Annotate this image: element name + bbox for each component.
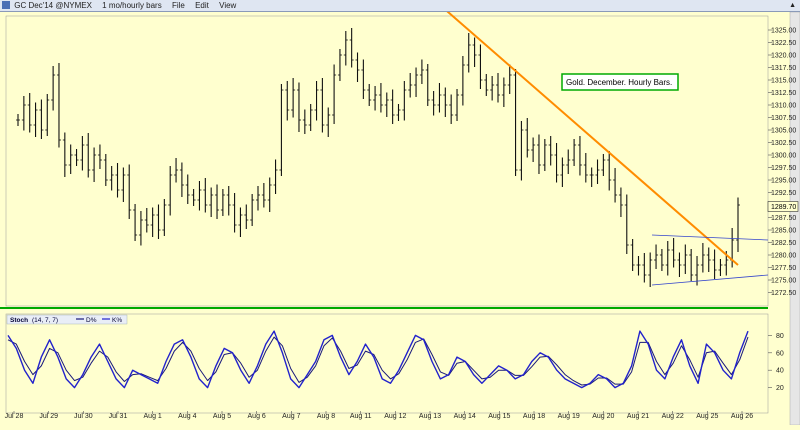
price-tick-label: 1312.50 (771, 90, 796, 97)
stoch-legend-d: D% (86, 317, 97, 324)
axis-ticks (13, 29, 772, 414)
price-tick-label: 1272.50 (771, 290, 796, 297)
x-tick-label: Aug 26 (731, 413, 753, 420)
last-price-box (767, 201, 799, 212)
price-tick-label: 1317.50 (771, 65, 796, 72)
menu-edit[interactable]: Edit (195, 1, 209, 10)
x-tick-label: Aug 5 (213, 413, 231, 420)
app-icon (2, 1, 10, 9)
stoch-k-line (7, 330, 749, 389)
downtrend-line (439, 4, 739, 266)
price-pane-frame (5, 15, 769, 307)
price-chart-svg: 1325.00 1322.50 1320.00 1317.50 1315.00 1312.… (0, 4, 800, 426)
trend-lines (439, 4, 769, 286)
annotation-box (561, 73, 679, 91)
x-tick-label: Aug 25 (696, 413, 718, 420)
stoch-tick-label: 40 (776, 368, 784, 375)
stoch-pane-frame (5, 313, 769, 414)
price-tick-label: 1275.00 (771, 278, 796, 285)
stoch-tick-label: 20 (776, 385, 784, 392)
x-tick-label: Aug 11 (350, 413, 372, 420)
scroll-up-icon[interactable]: ▲ (789, 2, 796, 9)
channel-lower-line (651, 274, 769, 286)
price-tick-label: 1280.00 (771, 253, 796, 260)
x-tick-label: Aug 18 (523, 413, 545, 420)
stoch-legend-k: K% (112, 317, 122, 324)
x-tick-label: Aug 13 (419, 413, 441, 420)
price-tick-label: 1305.00 (771, 128, 796, 135)
price-tick-label: 1320.00 (771, 53, 796, 60)
last-price-label: 1289.70 (771, 204, 796, 211)
price-tick-label: 1307.50 (771, 115, 796, 122)
price-tick-label: 1285.00 (771, 228, 796, 235)
x-tick-label: Aug 7 (282, 413, 300, 420)
menu-file[interactable]: File (171, 1, 185, 10)
stoch-tick-label: 80 (776, 333, 784, 340)
x-tick-label: Aug 8 (317, 413, 335, 420)
price-tick-label: 1322.50 (771, 40, 796, 47)
window-symbol: GC Dec'14 @NYMEX (14, 1, 92, 10)
window-titlebar: GC Dec'14 @NYMEX 1 mo/hourly bars File E… (0, 0, 800, 12)
stoch-legend-label: Stoch (10, 317, 28, 324)
x-tick-label: Aug 15 (488, 413, 510, 420)
x-tick-label: Aug 6 (248, 413, 266, 420)
price-tick-label: 1302.50 (771, 140, 796, 147)
x-tick-label: Jul 29 (39, 413, 58, 420)
price-tick-label: 1297.50 (771, 165, 796, 172)
window-period: 1 mo/hourly bars (102, 1, 162, 10)
x-tick-label: Aug 1 (144, 413, 162, 420)
price-tick-label: 1315.00 (771, 78, 796, 85)
x-tick-label: Jul 30 (74, 413, 93, 420)
stochastic-series (7, 330, 749, 389)
price-tick-label: 1310.00 (771, 103, 796, 110)
chart-area: 1325.00 1322.50 1320.00 1317.50 1315.00 1312.… (0, 4, 800, 426)
stoch-legend-box (6, 314, 128, 325)
price-tick-label: 1292.50 (771, 190, 796, 197)
price-tick-label: 1287.50 (771, 215, 796, 222)
stoch-legend-params: (14, 7, 7) (32, 317, 58, 324)
stoch-d-line (7, 336, 749, 386)
x-tick-label: Aug 19 (558, 413, 580, 420)
price-tick-label: 1300.00 (771, 153, 796, 160)
x-tick-label: Aug 22 (662, 413, 684, 420)
x-tick-label: Aug 21 (627, 413, 649, 420)
price-tick-label: 1282.50 (771, 240, 796, 247)
x-tick-label: Jul 28 (5, 413, 24, 420)
price-tick-label: 1295.00 (771, 178, 796, 185)
x-tick-label: Aug 14 (454, 413, 476, 420)
chart-frames (0, 11, 800, 426)
stoch-tick-label: 60 (776, 350, 784, 357)
price-tick-label: 1277.50 (771, 265, 796, 272)
menu-view[interactable]: View (219, 1, 237, 10)
x-tick-label: Aug 4 (178, 413, 196, 420)
channel-upper-line (651, 234, 769, 241)
x-tick-label: Jul 31 (109, 413, 128, 420)
x-tick-label: Aug 20 (592, 413, 614, 420)
annotations: 1289.70 Gold. December. Hourly Bars. Stoch… (6, 73, 799, 325)
annotation-text: Gold. December. Hourly Bars. (566, 78, 672, 87)
price-series (16, 28, 740, 287)
x-tick-label: Aug 12 (384, 413, 406, 420)
price-tick-label: 1325.00 (771, 28, 796, 35)
